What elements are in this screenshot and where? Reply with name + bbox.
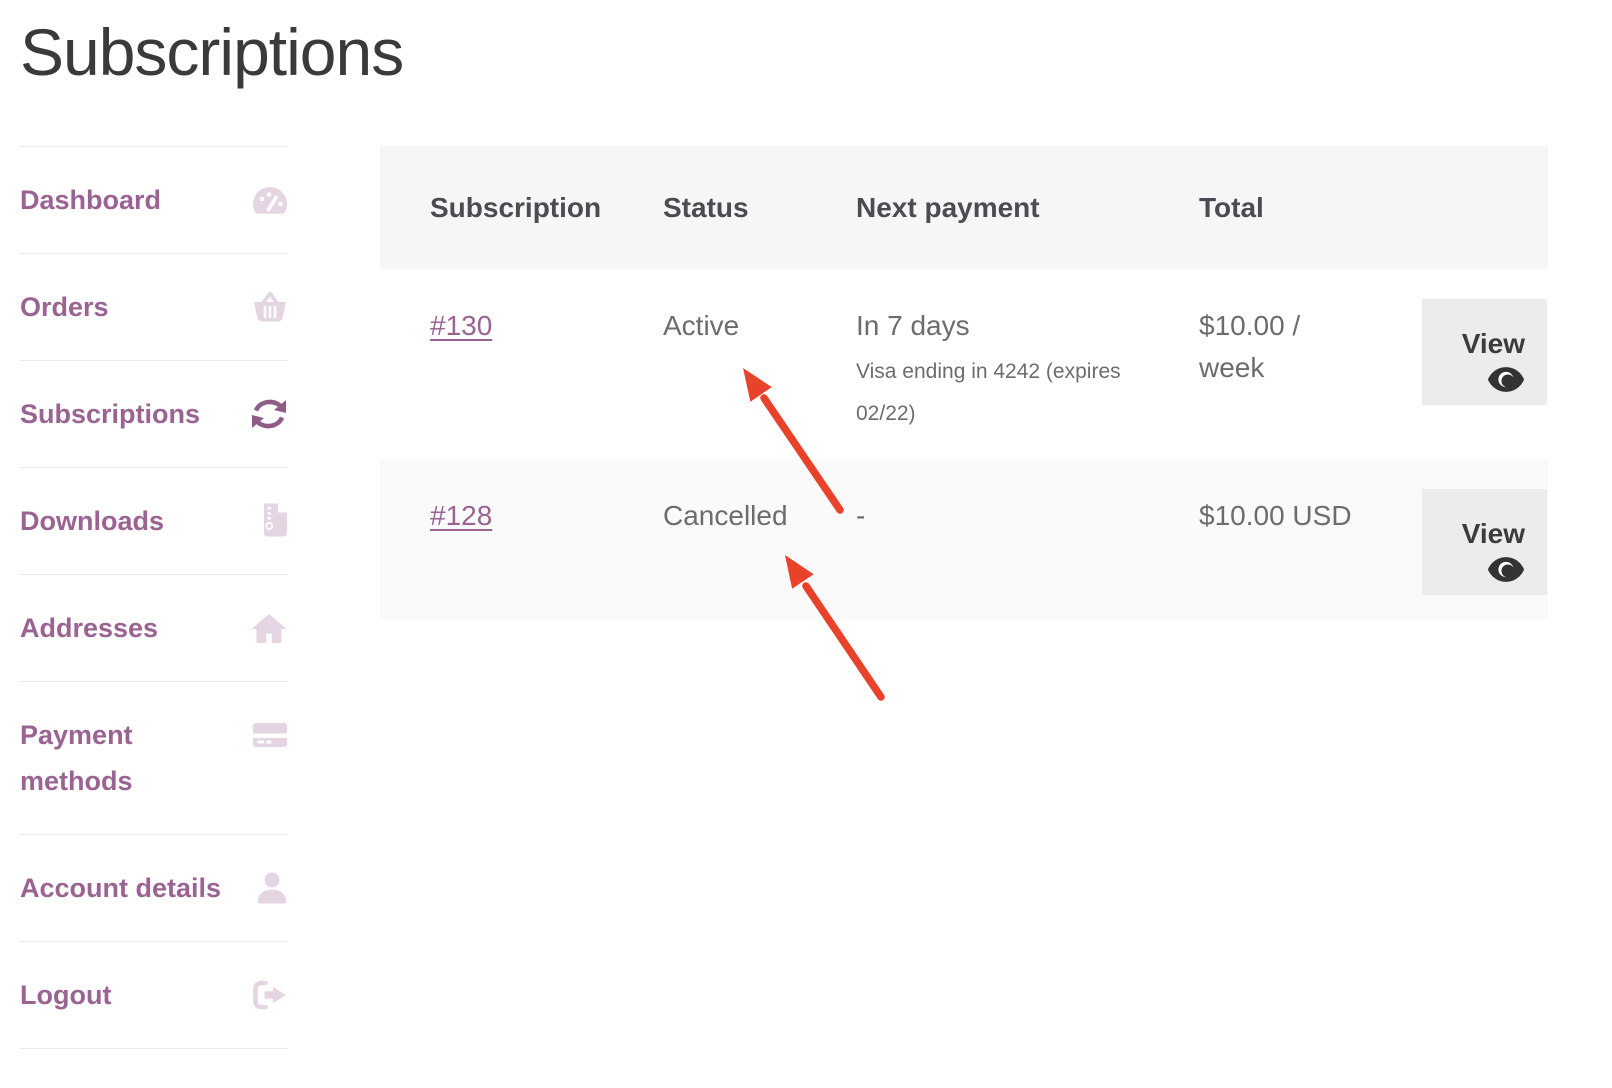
view-button-label: View [1461, 518, 1525, 550]
view-button[interactable]: View [1422, 488, 1547, 595]
column-header-next-payment: Next payment [856, 145, 1199, 269]
column-header-subscription: Subscription [380, 145, 663, 269]
dashboard-gauge-icon [250, 182, 288, 218]
sidebar-item-payment-methods[interactable]: Payment methods [20, 680, 288, 834]
total-cell: $10.00 / week [1199, 269, 1422, 459]
account-layout: Dashboard Orders [0, 145, 1612, 1049]
view-button[interactable]: View [1422, 298, 1547, 405]
column-header-status: Status [663, 145, 856, 269]
eye-icon [1422, 556, 1525, 583]
sign-out-icon [250, 977, 288, 1013]
next-payment-cell: In 7 days Visa ending in 4242 (expires 0… [856, 269, 1199, 459]
subscriptions-table: Subscription Status Next payment Total #… [380, 145, 1548, 619]
sidebar-item-label: Subscriptions [20, 398, 201, 429]
view-button-label: View [1461, 328, 1525, 360]
actions-cell: View [1422, 269, 1548, 459]
table-header-row: Subscription Status Next payment Total [380, 145, 1548, 269]
sidebar-item-orders[interactable]: Orders [20, 252, 288, 360]
next-payment-date: In 7 days [856, 309, 970, 341]
subscription-id-cell: #128 [380, 459, 663, 619]
actions-cell: View [1422, 459, 1548, 619]
sidebar-item-dashboard[interactable]: Dashboard [20, 145, 288, 253]
sync-arrows-icon [250, 396, 288, 432]
sidebar-item-subscriptions[interactable]: Subscriptions [20, 359, 288, 467]
sidebar-item-label: Logout [20, 979, 112, 1010]
total-cell: $10.00 USD [1199, 459, 1422, 619]
total-amount: $10.00 USD [1199, 499, 1352, 531]
subscription-link[interactable]: #130 [430, 309, 493, 341]
sidebar-item-label: Dashboard [20, 184, 162, 215]
sidebar-item-label: Orders [20, 291, 109, 322]
user-icon [250, 870, 288, 906]
sidebar-item-account-details[interactable]: Account details [20, 833, 288, 941]
credit-card-icon [250, 717, 288, 753]
payment-method-note: Visa ending in 4242 (expires 02/22) [856, 359, 1121, 425]
zip-file-icon [250, 503, 288, 539]
total-amount: $10.00 / week [1199, 309, 1301, 383]
subscription-link[interactable]: #128 [430, 499, 493, 531]
subscription-id-cell: #130 [380, 269, 663, 459]
sidebar-item-label: Payment methods [20, 719, 133, 796]
eye-icon [1422, 366, 1525, 393]
next-payment-cell: - [856, 499, 866, 531]
sidebar-item-label: Downloads [20, 505, 165, 536]
account-sidebar: Dashboard Orders [20, 145, 288, 1049]
sidebar-item-addresses[interactable]: Addresses [20, 573, 288, 681]
shopping-basket-icon [250, 289, 288, 325]
sidebar-item-label: Account details [20, 872, 222, 903]
table-row: #128 Cancelled - $10.00 USD View [380, 458, 1548, 619]
sidebar-item-label: Addresses [20, 612, 159, 643]
table-row: #130 Active In 7 days Visa ending in 424… [380, 269, 1548, 459]
status-cell: Active [663, 309, 740, 341]
sidebar-item-logout[interactable]: Logout [20, 940, 288, 1049]
page-title: Subscriptions [20, 15, 404, 89]
column-header-total: Total [1199, 145, 1422, 269]
status-cell: Cancelled [663, 499, 788, 531]
home-icon [250, 610, 288, 646]
subscriptions-content: Subscription Status Next payment Total #… [380, 145, 1548, 619]
sidebar-item-downloads[interactable]: Downloads [20, 466, 288, 574]
column-header-actions [1422, 145, 1548, 269]
